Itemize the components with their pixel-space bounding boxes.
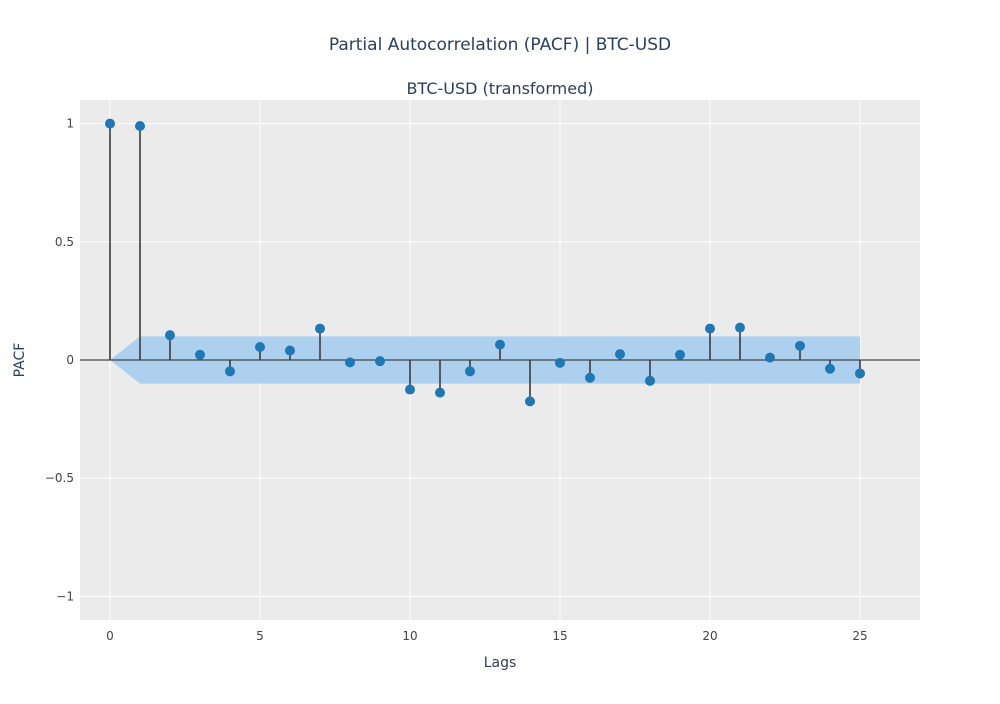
marker-lag-2 [165, 330, 175, 341]
x-axis-label: Lags [484, 655, 517, 671]
marker-lag-14 [525, 396, 535, 407]
y-tick-label-3: −0.5 [45, 471, 74, 485]
marker-lag-22 [765, 352, 775, 363]
chart-title: Partial Autocorrelation (PACF) | BTC-USD [329, 35, 671, 55]
marker-lag-7 [315, 323, 325, 334]
marker-lag-11 [435, 387, 445, 398]
marker-lag-9 [375, 356, 385, 367]
marker-lag-17 [615, 349, 625, 360]
marker-lag-23 [795, 340, 805, 351]
marker-lag-1 [135, 121, 145, 131]
x-tick-label-2: 10 [402, 629, 417, 643]
marker-lag-13 [495, 339, 505, 350]
x-tick-label-4: 20 [702, 629, 717, 643]
marker-lag-15 [555, 357, 565, 368]
x-tick-label-0: 0 [106, 629, 114, 643]
marker-lag-5 [255, 342, 265, 352]
x-tick-labels: 0 5 10 15 20 25 [106, 629, 867, 643]
y-tick-label-4: −1 [56, 589, 74, 603]
stem-layer [109, 123, 861, 402]
marker-lag-20 [705, 323, 715, 334]
y-tick-label-1: 0.5 [55, 235, 74, 249]
marker-lag-12 [465, 366, 475, 377]
marker-lag-0 [105, 118, 115, 129]
y-tick-labels: 1 0.5 0 −0.5 −1 [45, 117, 74, 604]
y-axis-label: PACF [12, 343, 28, 378]
x-tick-label-1: 5 [256, 629, 264, 643]
x-tick-label-3: 15 [552, 629, 567, 643]
chart-subtitle: BTC-USD (transformed) [407, 79, 594, 98]
marker-lag-21 [735, 322, 745, 333]
marker-lag-16 [585, 372, 595, 383]
x-tick-label-5: 25 [852, 629, 867, 643]
marker-lag-3 [195, 349, 205, 360]
marker-layer [105, 118, 865, 407]
marker-lag-6 [285, 345, 295, 356]
marker-lag-24 [825, 363, 835, 374]
y-tick-label-2: 0 [66, 353, 74, 367]
marker-lag-10 [405, 384, 415, 395]
marker-lag-25 [855, 368, 865, 379]
marker-lag-4 [225, 366, 235, 377]
marker-lag-19 [675, 349, 685, 360]
y-tick-label-0: 1 [66, 117, 74, 131]
marker-lag-18 [645, 375, 655, 386]
marker-lag-8 [345, 357, 355, 368]
